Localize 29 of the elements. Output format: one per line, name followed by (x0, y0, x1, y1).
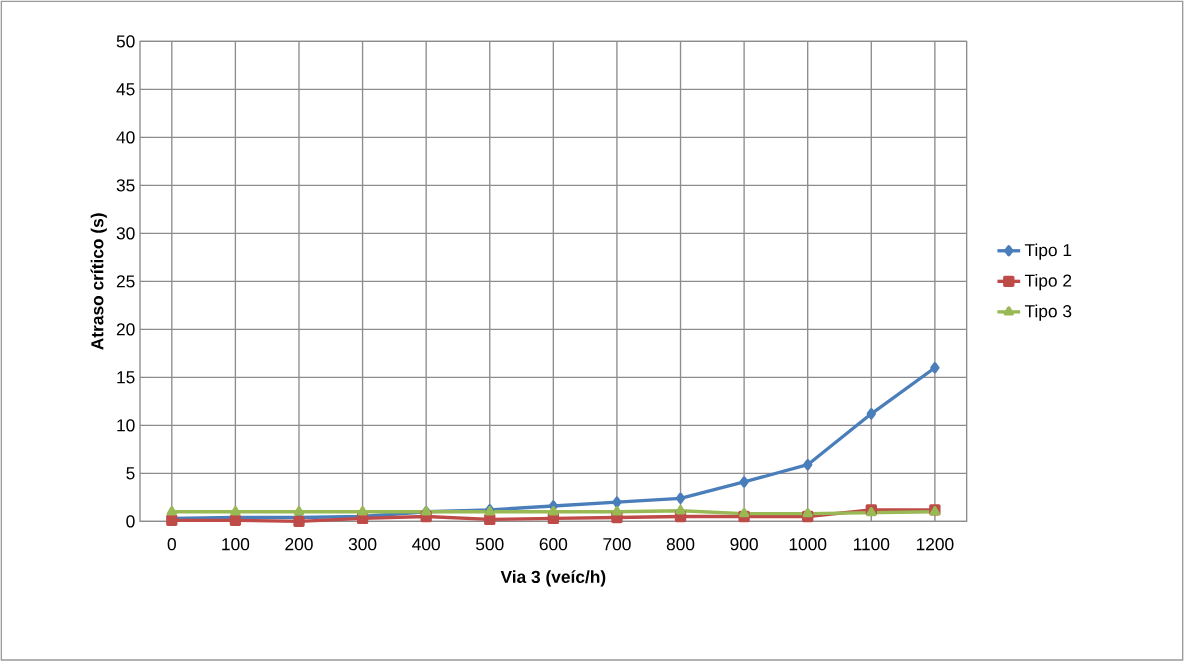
y-tick-label: 0 (126, 515, 135, 528)
y-tick-label: 45 (116, 83, 135, 96)
x-tick-label: 900 (730, 537, 758, 551)
y-tick-label: 40 (116, 131, 135, 144)
x-tick-label: 1100 (853, 537, 890, 551)
y-tick-label: 50 (116, 35, 135, 48)
y-tick-label: 15 (117, 371, 135, 384)
x-tick-label: 400 (412, 537, 440, 551)
y-tick-label: 20 (116, 323, 135, 336)
x-tick-label: 700 (603, 537, 631, 551)
x-axis-title: Via 3 (veíc/h) (500, 569, 606, 587)
legend-label: Tipo 3 (1024, 304, 1072, 321)
y-tick-label: 35 (116, 179, 135, 192)
x-tick-label: 200 (285, 537, 313, 551)
legend-label: Tipo 2 (1024, 273, 1072, 291)
x-tick-label: 1000 (789, 537, 827, 551)
y-tick-label: 5 (126, 467, 135, 480)
x-tick-label: 800 (666, 537, 695, 551)
y-tick-label: 25 (116, 275, 135, 288)
x-tick-label: 0 (167, 537, 176, 551)
x-tick-label: 1200 (916, 537, 954, 551)
x-tick-label: 600 (539, 537, 568, 551)
y-tick-label: 30 (116, 227, 135, 240)
y-tick-label: 10 (117, 419, 135, 432)
y-axis-title: Atraso crítico (s) (90, 213, 107, 350)
legend-label: Tipo 1 (1024, 243, 1072, 260)
x-tick-label: 500 (475, 537, 504, 551)
x-tick-label: 100 (222, 537, 250, 551)
x-tick-label: 300 (348, 537, 377, 551)
